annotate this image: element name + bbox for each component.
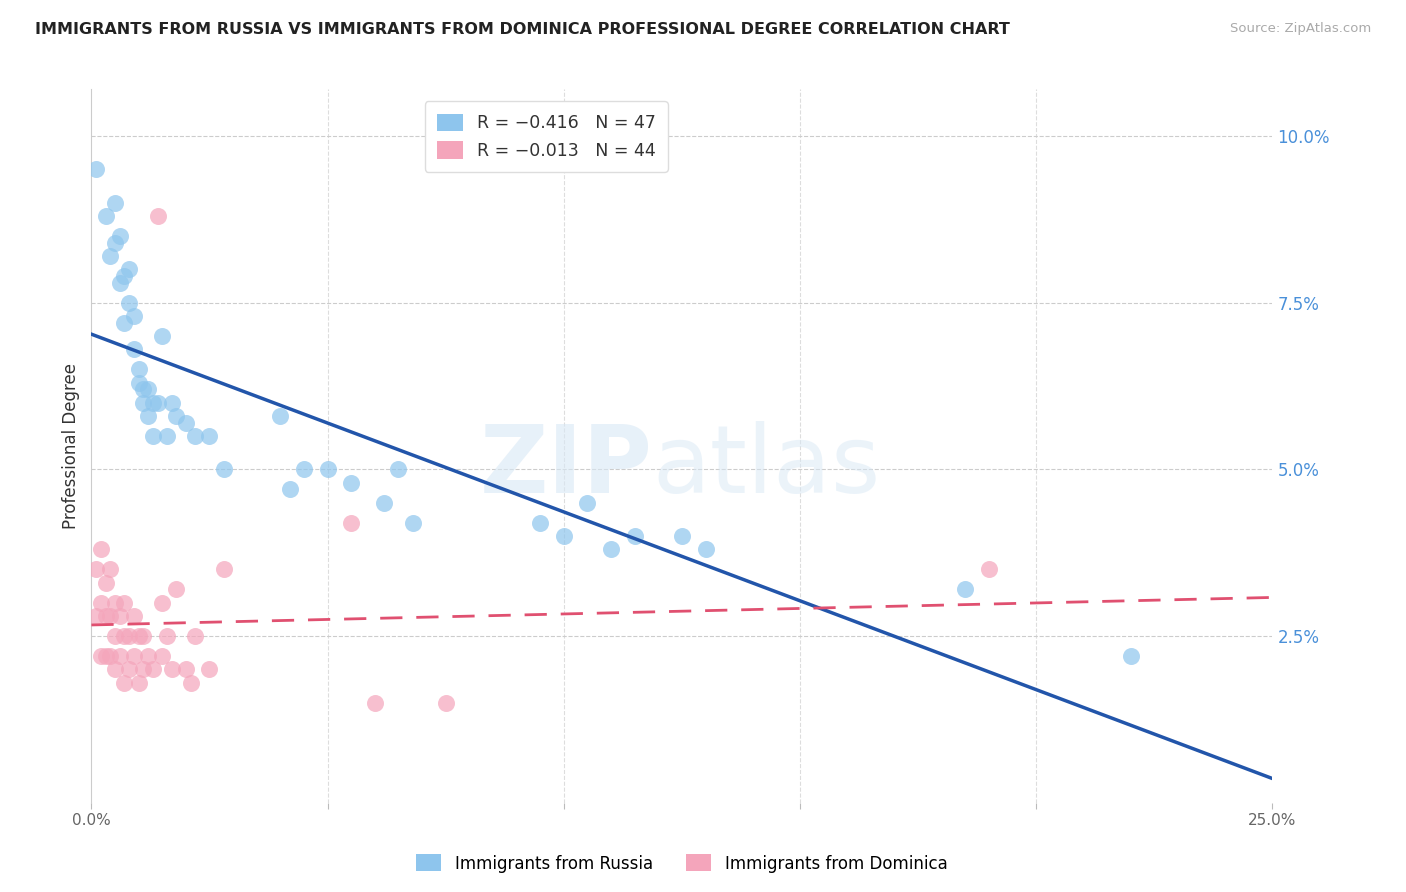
Point bbox=[114, 675, 136, 690]
Point bbox=[104, 195, 127, 210]
Point bbox=[212, 462, 235, 476]
Point bbox=[184, 629, 207, 643]
Point bbox=[90, 542, 112, 557]
Point bbox=[340, 516, 363, 530]
Point bbox=[104, 662, 127, 676]
Point bbox=[434, 696, 457, 710]
Point bbox=[128, 362, 150, 376]
Point bbox=[955, 582, 977, 597]
Point bbox=[84, 562, 107, 576]
Text: Source: ZipAtlas.com: Source: ZipAtlas.com bbox=[1230, 22, 1371, 36]
Text: IMMIGRANTS FROM RUSSIA VS IMMIGRANTS FROM DOMINICA PROFESSIONAL DEGREE CORRELATI: IMMIGRANTS FROM RUSSIA VS IMMIGRANTS FRO… bbox=[35, 22, 1010, 37]
Point bbox=[114, 268, 136, 283]
Point bbox=[278, 483, 301, 497]
Point bbox=[104, 596, 127, 610]
Point bbox=[108, 649, 131, 664]
Point bbox=[671, 529, 693, 543]
Point bbox=[132, 382, 155, 396]
Point bbox=[122, 309, 145, 323]
Point bbox=[576, 496, 599, 510]
Point bbox=[128, 629, 150, 643]
Point bbox=[180, 675, 202, 690]
Point bbox=[174, 662, 197, 676]
Point bbox=[198, 662, 221, 676]
Point bbox=[146, 395, 169, 409]
Point bbox=[316, 462, 339, 476]
Point bbox=[118, 662, 141, 676]
Point bbox=[122, 649, 145, 664]
Point bbox=[160, 662, 183, 676]
Point bbox=[128, 376, 150, 390]
Point bbox=[600, 542, 623, 557]
Point bbox=[156, 629, 179, 643]
Point bbox=[136, 382, 159, 396]
Point bbox=[118, 295, 141, 310]
Point bbox=[529, 516, 551, 530]
Point bbox=[132, 629, 155, 643]
Point bbox=[104, 235, 127, 250]
Point bbox=[98, 609, 121, 624]
Point bbox=[695, 542, 717, 557]
Point bbox=[84, 609, 107, 624]
Point bbox=[142, 395, 165, 409]
Point bbox=[165, 409, 187, 423]
Point bbox=[90, 596, 112, 610]
Point bbox=[108, 276, 131, 290]
Point bbox=[104, 629, 127, 643]
Point bbox=[198, 429, 221, 443]
Point bbox=[184, 429, 207, 443]
Point bbox=[165, 582, 187, 597]
Point bbox=[136, 409, 159, 423]
Point bbox=[340, 475, 363, 490]
Y-axis label: Professional Degree: Professional Degree bbox=[62, 363, 80, 529]
Point bbox=[94, 209, 117, 223]
Point bbox=[132, 662, 155, 676]
Point bbox=[122, 343, 145, 357]
Point bbox=[1119, 649, 1142, 664]
Point bbox=[94, 609, 117, 624]
Point bbox=[292, 462, 315, 476]
Point bbox=[108, 228, 131, 243]
Point bbox=[114, 629, 136, 643]
Legend: R = −0.416   N = 47, R = −0.013   N = 44: R = −0.416 N = 47, R = −0.013 N = 44 bbox=[425, 102, 668, 172]
Point bbox=[387, 462, 409, 476]
Point bbox=[156, 429, 179, 443]
Point bbox=[160, 395, 183, 409]
Point bbox=[98, 249, 121, 263]
Point bbox=[84, 162, 107, 177]
Text: atlas: atlas bbox=[652, 421, 880, 514]
Point bbox=[118, 262, 141, 277]
Point bbox=[114, 316, 136, 330]
Point bbox=[118, 629, 141, 643]
Point bbox=[142, 662, 165, 676]
Point bbox=[150, 649, 173, 664]
Point bbox=[150, 596, 173, 610]
Point bbox=[128, 675, 150, 690]
Point bbox=[114, 596, 136, 610]
Point bbox=[132, 395, 155, 409]
Point bbox=[150, 329, 173, 343]
Point bbox=[146, 209, 169, 223]
Point bbox=[90, 649, 112, 664]
Point bbox=[94, 649, 117, 664]
Point bbox=[977, 562, 1000, 576]
Point bbox=[94, 575, 117, 590]
Point bbox=[136, 649, 159, 664]
Point bbox=[269, 409, 291, 423]
Point bbox=[98, 562, 121, 576]
Point bbox=[553, 529, 575, 543]
Point bbox=[142, 429, 165, 443]
Point bbox=[373, 496, 395, 510]
Text: ZIP: ZIP bbox=[479, 421, 652, 514]
Point bbox=[98, 649, 121, 664]
Point bbox=[122, 609, 145, 624]
Point bbox=[212, 562, 235, 576]
Point bbox=[623, 529, 645, 543]
Point bbox=[174, 416, 197, 430]
Legend: Immigrants from Russia, Immigrants from Dominica: Immigrants from Russia, Immigrants from … bbox=[409, 847, 955, 880]
Point bbox=[401, 516, 423, 530]
Point bbox=[108, 609, 131, 624]
Point bbox=[364, 696, 387, 710]
